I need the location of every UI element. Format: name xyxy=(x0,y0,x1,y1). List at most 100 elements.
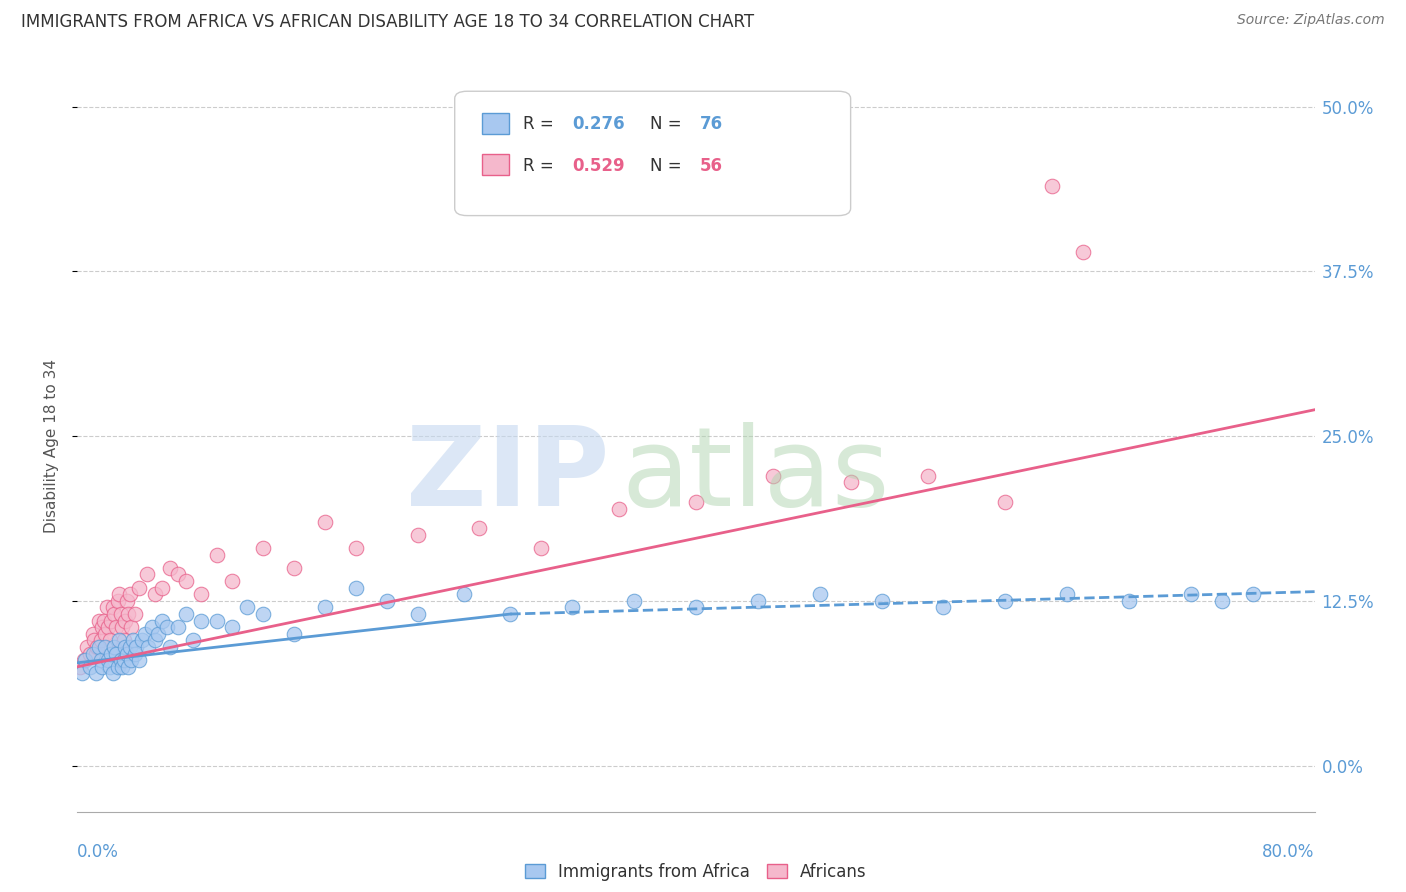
Point xyxy=(917,468,939,483)
Point xyxy=(839,475,862,490)
Point xyxy=(86,640,108,654)
Point xyxy=(252,541,274,556)
Point xyxy=(344,541,367,556)
Text: atlas: atlas xyxy=(621,422,890,529)
Text: R =: R = xyxy=(523,157,558,175)
FancyBboxPatch shape xyxy=(454,91,851,216)
Point xyxy=(561,600,583,615)
Point xyxy=(138,640,160,654)
Point xyxy=(1040,178,1063,193)
Point xyxy=(112,633,135,648)
Point xyxy=(91,659,114,673)
Point xyxy=(1071,244,1094,259)
Point xyxy=(607,501,630,516)
Point xyxy=(91,620,114,634)
Point xyxy=(143,633,166,648)
Point xyxy=(283,627,305,641)
Point xyxy=(1118,594,1140,608)
Point xyxy=(96,600,118,615)
Point xyxy=(406,607,429,621)
Point xyxy=(134,627,156,641)
Point xyxy=(453,587,475,601)
Point xyxy=(118,640,141,654)
Point xyxy=(530,541,553,556)
Text: 80.0%: 80.0% xyxy=(1263,843,1315,861)
Point xyxy=(406,528,429,542)
Text: 56: 56 xyxy=(700,157,723,175)
Point xyxy=(107,594,129,608)
Point xyxy=(932,600,955,615)
Point xyxy=(98,659,121,673)
Point xyxy=(118,587,141,601)
Point xyxy=(117,607,139,621)
Point xyxy=(75,653,96,667)
Text: N =: N = xyxy=(650,157,688,175)
Point xyxy=(107,659,129,673)
Point xyxy=(205,614,228,628)
Point xyxy=(100,614,122,628)
Point xyxy=(114,640,136,654)
Text: N =: N = xyxy=(650,115,688,133)
Point xyxy=(98,633,121,648)
Text: R =: R = xyxy=(523,115,558,133)
Text: 0.529: 0.529 xyxy=(572,157,624,175)
Point xyxy=(79,647,101,661)
Point xyxy=(1056,587,1078,601)
Point xyxy=(747,594,769,608)
Point xyxy=(146,627,169,641)
Text: 76: 76 xyxy=(700,115,723,133)
Text: Source: ZipAtlas.com: Source: ZipAtlas.com xyxy=(1237,13,1385,28)
Point xyxy=(685,495,707,509)
Point xyxy=(84,647,107,661)
Point xyxy=(105,647,127,661)
Point xyxy=(136,567,159,582)
Point xyxy=(115,647,138,661)
Point xyxy=(1180,587,1202,601)
Point xyxy=(685,600,707,615)
Point xyxy=(110,653,132,667)
Y-axis label: Disability Age 18 to 34: Disability Age 18 to 34 xyxy=(44,359,59,533)
Point xyxy=(108,633,131,648)
Point xyxy=(152,581,174,595)
Point xyxy=(84,666,107,681)
Point xyxy=(121,620,143,634)
Point xyxy=(82,627,104,641)
Point xyxy=(103,640,125,654)
Text: 0.276: 0.276 xyxy=(572,115,624,133)
Point xyxy=(1211,594,1233,608)
Point xyxy=(112,653,135,667)
Point xyxy=(76,640,98,654)
Point xyxy=(90,653,112,667)
Point xyxy=(221,574,243,588)
Point xyxy=(994,495,1017,509)
Point xyxy=(283,561,305,575)
Point xyxy=(167,567,190,582)
Point xyxy=(205,548,228,562)
Point xyxy=(156,620,179,634)
Point xyxy=(97,620,120,634)
Text: 0.0%: 0.0% xyxy=(77,843,120,861)
Point xyxy=(101,666,124,681)
Point xyxy=(110,607,132,621)
Point xyxy=(101,600,124,615)
Point xyxy=(111,620,134,634)
Point xyxy=(174,607,197,621)
Point xyxy=(499,607,522,621)
Point xyxy=(808,587,831,601)
Point xyxy=(870,594,893,608)
Point xyxy=(93,614,115,628)
Point xyxy=(152,614,174,628)
Point xyxy=(236,600,259,615)
Point xyxy=(221,620,243,634)
Point xyxy=(344,581,367,595)
Point xyxy=(72,653,94,667)
Point xyxy=(159,561,181,575)
Point xyxy=(117,659,139,673)
Point xyxy=(128,581,150,595)
Point xyxy=(143,587,166,601)
Point xyxy=(90,633,112,648)
Point xyxy=(124,607,146,621)
Point xyxy=(122,633,145,648)
FancyBboxPatch shape xyxy=(482,154,509,176)
Point xyxy=(159,640,181,654)
